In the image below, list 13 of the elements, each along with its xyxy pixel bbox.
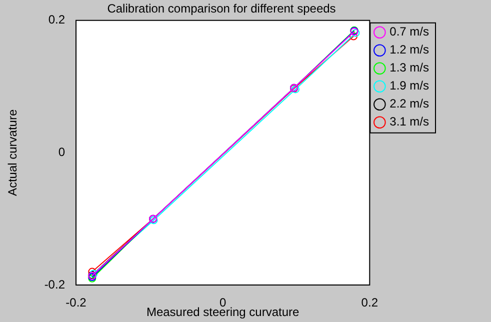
legend-label: 1.2 m/s — [390, 42, 430, 57]
x-tick-label: 0.2 — [361, 296, 378, 310]
chart-title: Calibration comparison for different speeds — [107, 2, 336, 16]
legend-label: 1.3 m/s — [390, 60, 430, 75]
legend-label: 0.7 m/s — [390, 24, 430, 39]
legend-label: 3.1 m/s — [390, 114, 430, 129]
x-tick-label: -0.2 — [66, 296, 87, 310]
y-tick-label: 0 — [58, 145, 66, 160]
legend-label: 2.2 m/s — [390, 96, 430, 111]
y-tick-label: -0.2 — [44, 277, 66, 292]
y-tick-label: 0.2 — [48, 12, 66, 27]
y-axis-title: Actual curvature — [6, 109, 20, 196]
legend-label: 1.9 m/s — [390, 78, 430, 93]
